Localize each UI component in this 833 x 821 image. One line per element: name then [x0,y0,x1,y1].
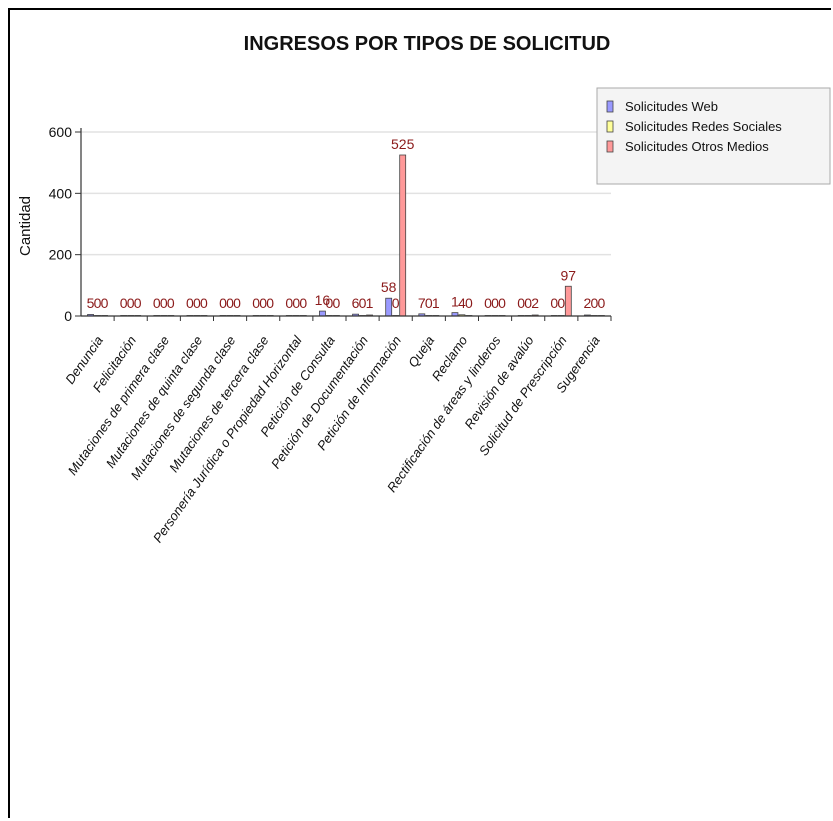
legend-label: Solicitudes Otros Medios [625,139,769,154]
data-label: 0 [219,295,227,311]
data-label: 0 [465,295,473,311]
data-label: 0 [160,295,168,311]
y-tick-label: 200 [49,247,73,263]
bars [87,154,605,317]
data-label: 0 [134,295,142,311]
data-label: 0 [299,295,307,311]
data-label: 0 [491,295,499,311]
bar [564,285,572,317]
bar [385,297,393,317]
legend-swatch [606,120,614,133]
chart-frame [8,8,831,818]
data-label: 0 [326,295,334,311]
data-label: 58 [381,279,397,295]
legend-box [596,87,831,185]
category-label: Queja [405,333,437,370]
data-label: 1 [432,295,440,311]
data-label: 0 [517,295,525,311]
legend-swatch [606,140,614,153]
data-label: 0 [167,295,175,311]
grid-lines [81,131,611,256]
data-label: 0 [557,295,565,311]
data-label: 0 [193,295,201,311]
data-label: 5 [87,295,95,311]
data-label: 0 [359,295,367,311]
data-label: 0 [550,295,558,311]
data-label: 0 [233,295,241,311]
bar [319,310,326,317]
data-label: 0 [425,295,433,311]
data-label: 2 [584,295,592,311]
data-label: 0 [186,295,194,311]
data-label: 0 [591,295,599,311]
data-label: 97 [561,267,577,283]
data-label: 1 [366,295,374,311]
data-label: 0 [94,295,102,311]
data-label: 0 [498,295,506,311]
data-label: 0 [120,295,128,311]
data-label: 0 [101,295,109,311]
data-label: 0 [292,295,300,311]
data-label: 0 [484,295,492,311]
data-label: 16 [315,292,331,308]
y-tick-label: 400 [49,185,73,201]
data-label: 4 [458,295,466,311]
data-label: 525 [391,136,415,152]
legend: Solicitudes Web Solicitudes Redes Sociale… [596,87,831,185]
data-label: 0 [252,295,260,311]
bar [399,154,407,317]
data-label: 0 [598,295,606,311]
data-label: 0 [266,295,274,311]
y-tick-labels: 0 200 400 600 [49,124,73,324]
data-label: 0 [153,295,161,311]
legend-swatch [606,100,614,113]
legend-label: Solicitudes Web [625,99,718,114]
data-label: 6 [352,295,360,311]
data-label: 0 [392,295,400,311]
data-label: 2 [531,295,539,311]
axes [75,128,612,321]
data-label: 1 [451,294,459,310]
data-label: 0 [127,295,135,311]
data-label: 0 [524,295,532,311]
legend-label: Solicitudes Redes Sociales [625,119,782,134]
chart-title: INGRESOS POR TIPOS DE SOLICITUD [244,33,611,55]
y-tick-label: 600 [49,124,73,140]
y-tick-label: 0 [64,308,72,324]
data-label: 0 [285,295,293,311]
data-label: 0 [259,295,267,311]
data-label: 0 [226,295,234,311]
data-label: 7 [418,295,426,311]
data-label: 0 [333,295,341,311]
data-label: 0 [200,295,208,311]
y-axis-label: Cantidad [17,196,34,256]
